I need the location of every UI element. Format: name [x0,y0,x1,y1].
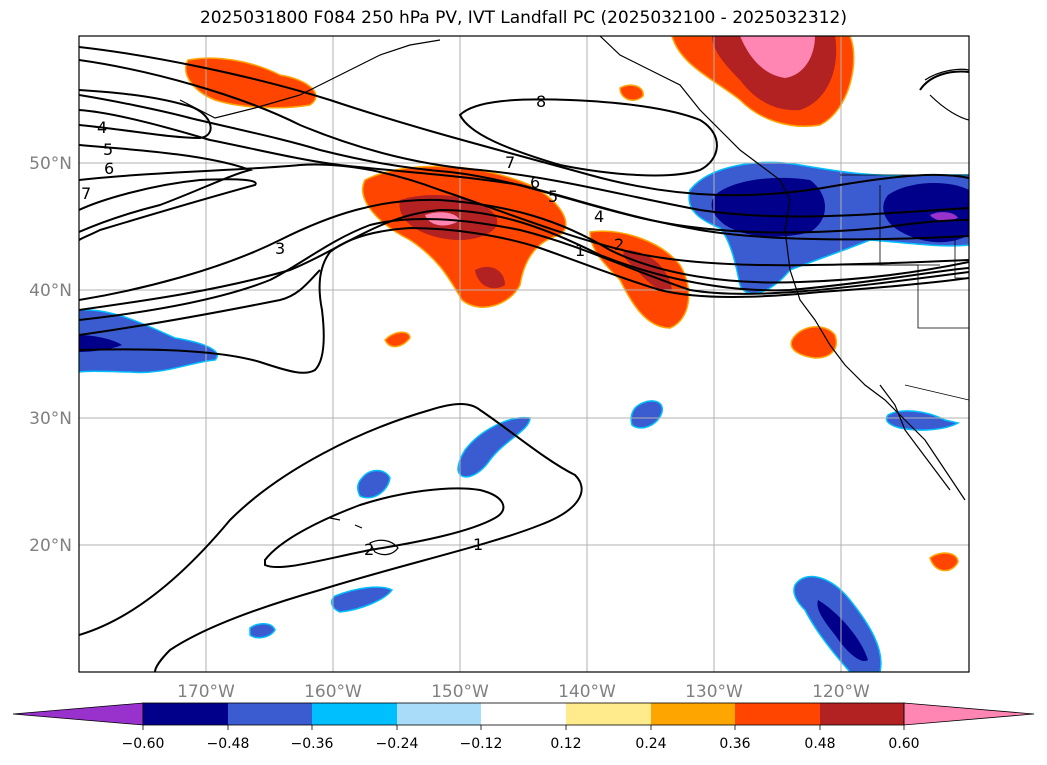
contour-label-8: 8 [536,92,546,111]
negative-anomaly-east-core [883,183,969,243]
contour-label-2-south: 2 [364,540,374,559]
negative-anomaly-east-max [930,212,958,221]
contour-label-7: 7 [505,153,515,172]
colorbar-tick-label: −0.60 [122,736,165,752]
negative-anomaly-west-core [79,335,122,352]
colorbar-segment-7 [651,703,735,725]
colorbar-tick-label: −0.48 [207,736,250,752]
colorbar-segment-1 [143,703,228,725]
contour-label-6-west: 6 [104,159,114,178]
colorbar-segment-4 [397,703,481,725]
colorbar-extend-right [903,702,1035,726]
colorbar-tick-label: 0.60 [888,736,919,752]
negative-anomaly-west [79,309,218,374]
colorbar-tick-label: −0.24 [376,736,419,752]
positive-anomaly-mexico [929,552,959,572]
colorbar-tick-label: −0.12 [460,736,503,752]
colorbar: −0.60 −0.48 −0.36 −0.24 −0.12 0.12 0.24 … [12,702,1035,752]
negative-anomaly-small-2 [357,469,391,499]
colorbar-tick-label: 0.12 [550,736,581,752]
colorbar-segment-9 [820,703,904,725]
lon-label-170w: 170°W [177,682,235,702]
contour-label-7-west: 7 [81,184,91,203]
colorbar-tick-label: 0.48 [804,736,835,752]
contour-label-2: 2 [614,235,624,254]
lon-label-160w: 160°W [304,682,362,702]
lat-label-50n: 50°N [29,154,72,174]
contour-label-5-west: 5 [103,140,113,159]
positive-anomaly-small-1 [384,331,411,348]
lat-label-30n: 30°N [29,409,72,429]
pv-contours [79,46,969,672]
colorbar-tick-label: 0.24 [635,736,666,752]
positive-anomaly-california [790,326,837,359]
gridlines [79,36,969,672]
colorbar-tick-label: −0.36 [291,736,334,752]
positive-anomaly-small-2 [619,84,644,101]
colorbar-segment-2 [228,703,312,725]
lon-label-140w: 140°W [558,682,616,702]
contour-label-5: 5 [548,187,558,206]
lon-label-130w: 130°W [685,682,743,702]
contour-label-6: 6 [530,173,540,192]
positive-anomaly-central-tail [475,266,505,289]
colorbar-segment-3 [312,703,397,725]
colorbar-extend-left [12,702,144,726]
contour-label-4-west: 4 [97,118,107,137]
lon-label-150w: 150°W [431,682,489,702]
lon-label-120w: 120°W [812,682,870,702]
positive-anomaly-north-max [740,36,815,78]
map-frame [78,35,970,673]
colorbar-segment-5 [481,703,566,725]
negative-anomaly-south-core [817,600,868,661]
longitude-labels: 170°W 160°W 150°W 140°W 130°W 120°W [177,682,870,702]
contour-label-1-south: 1 [473,535,483,554]
negative-anomaly-small-3 [630,400,663,429]
colorbar-ticks [142,725,905,730]
lat-label-40n: 40°N [29,281,72,301]
negative-anomaly-small-1 [457,416,531,478]
coastlines [179,36,969,556]
latitude-labels: 50°N 40°N 30°N 20°N [29,154,72,556]
negative-anomaly-small-5 [249,623,276,639]
negative-anomaly-small-4 [330,586,394,613]
contour-label-3: 3 [275,239,285,258]
contour-label-4: 4 [594,207,604,226]
colorbar-outline [142,702,905,726]
map-title: 2025031800 F084 250 hPa PV, IVT Landfall… [199,8,847,28]
colorbar-tick-label: 0.36 [719,736,750,752]
colorbar-segment-8 [735,703,820,725]
negative-anomaly-baja [885,410,961,431]
positive-anomaly-bering [185,57,317,109]
positive-anomaly-east [589,230,690,329]
contour-labels: 8 7 6 5 4 3 2 1 4 5 6 7 2 1 [81,92,624,559]
contour-label-1: 1 [575,241,585,260]
lat-label-20n: 20°N [29,536,72,556]
colorbar-segment-6 [566,703,651,725]
